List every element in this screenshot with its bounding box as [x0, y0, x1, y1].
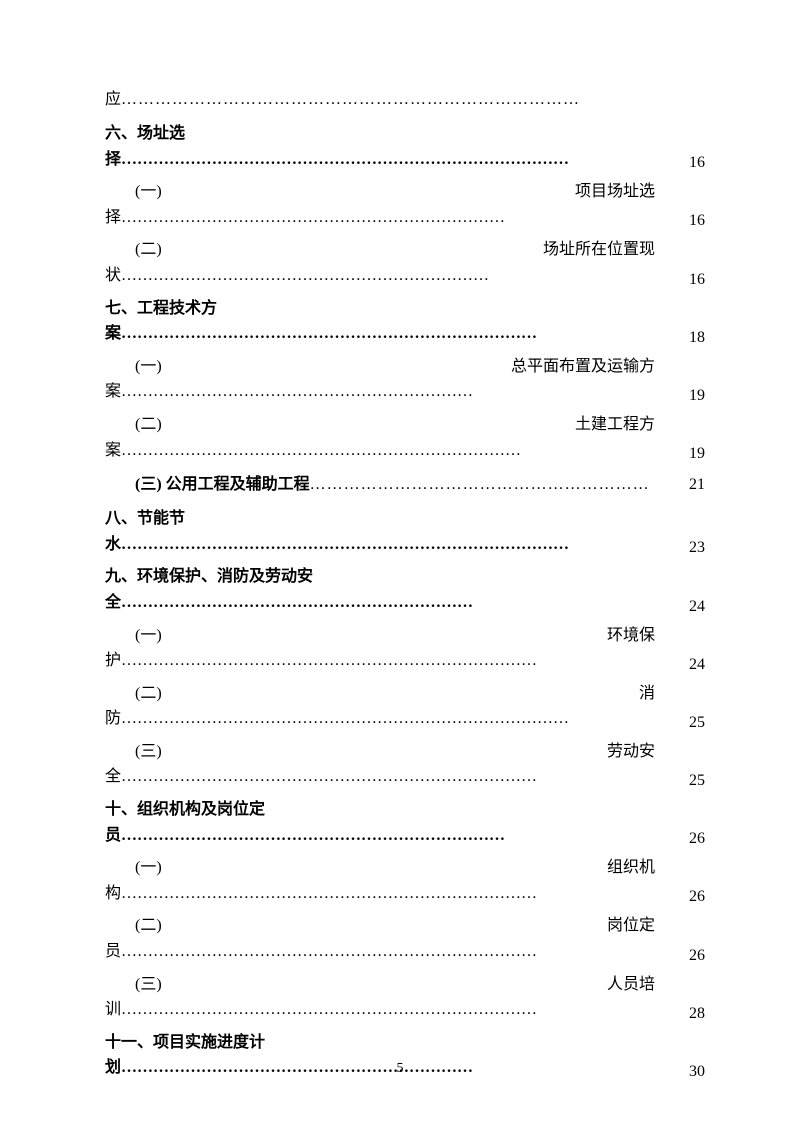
toc-entry-line1: 七、工程技术方: [105, 296, 655, 322]
toc-leader: ……………………………………………………………………: [121, 648, 655, 674]
toc-leader: …………………………………………………………: [121, 590, 655, 616]
toc-sub-right-text: 总平面布置及运输方: [511, 354, 655, 380]
toc-entry-line2-char: 水: [105, 532, 121, 558]
toc-entry-line2-char: 择: [105, 147, 121, 173]
toc-entry-line1: 六、场址选: [105, 121, 655, 147]
toc-entry-main: 八、节能节 水 ………………………………………………………………………… 23: [105, 506, 705, 557]
toc-page-number: 23: [665, 539, 705, 557]
toc-page-number: 25: [665, 714, 705, 732]
toc-leader: …………………………………………………………………………: [121, 532, 655, 558]
toc-sub-marker: (二): [135, 681, 162, 707]
toc-sub-marker: (二): [135, 237, 162, 263]
toc-page-number: 16: [665, 212, 705, 230]
toc-page-number: 28: [665, 1005, 705, 1023]
toc-entry-line1: 九、环境保护、消防及劳动安: [105, 564, 655, 590]
toc-page-number: 19: [665, 445, 705, 463]
toc-entry-line2-char: 训: [105, 997, 121, 1023]
toc-entry-line2-char: 择: [105, 205, 121, 231]
toc-page-number: 16: [665, 154, 705, 172]
toc-leader: ……………………………………………………………………: [121, 764, 655, 790]
toc-page-number: 26: [665, 830, 705, 848]
toc-page-number: 26: [665, 947, 705, 965]
toc-sub-marker: (三): [135, 739, 162, 765]
toc-sub-right-text: 人员培: [607, 972, 655, 998]
toc-page-number: 18: [665, 329, 705, 347]
toc-leader: …………………………………………………………………………: [121, 706, 655, 732]
toc-entry-line2-char: 全: [105, 764, 121, 790]
toc-entry-text: (三) 公用工程及辅助工程: [105, 470, 310, 494]
toc-sub-marker: (一): [135, 855, 162, 881]
toc-entry-main: 十、组织机构及岗位定 员 ……………………………………………………………… 26: [105, 797, 705, 848]
toc-leader: ……………………………………………………………………: [121, 881, 655, 907]
toc-entry-sub: (一) 组织机 构 …………………………………………………………………… 26: [105, 855, 705, 906]
toc-leader: …………………………………………………………: [121, 379, 655, 405]
toc-leader: ……………………………………………………………: [121, 263, 655, 289]
toc-page-number: 24: [665, 598, 705, 616]
toc-sub-marker: (一): [135, 623, 162, 649]
toc-entry-single: (三) 公用工程及辅助工程 …………………………………………………… 21: [105, 470, 705, 494]
toc-entry-sub: (三) 劳动安 全 …………………………………………………………………… 25: [105, 739, 705, 790]
toc-leader: …………………………………………………………………: [121, 438, 655, 464]
toc-entry-line2-char: 状: [105, 263, 121, 289]
toc-entry-line2-char: 护: [105, 648, 121, 674]
toc-leader: ………………………………………………………………: [121, 823, 655, 849]
toc-entry-sub: (一) 环境保 护 …………………………………………………………………… 24: [105, 623, 705, 674]
toc-sub-right-text: 土建工程方: [575, 412, 655, 438]
toc-leader: ……………………………………………………: [310, 476, 655, 494]
toc-entry-main: 六、场址选 择 ………………………………………………………………………… 16: [105, 121, 705, 172]
toc-leader: ……………………………………………………………………: [121, 939, 655, 965]
toc-page-number: 19: [665, 387, 705, 405]
toc-entry-sub: (二) 场址所在位置现 状 …………………………………………………………… 16: [105, 237, 705, 288]
toc-sub-marker: (二): [135, 412, 162, 438]
toc-entry-line2-char: 员: [105, 823, 121, 849]
toc-entry-line2-char: 防: [105, 706, 121, 732]
toc-sub-right-text: 劳动安: [607, 739, 655, 765]
toc-leader: …………………………………………………………………………: [121, 147, 655, 173]
toc-sub-marker: (一): [135, 179, 162, 205]
toc-leader: ……………………………………………………………………: [121, 321, 655, 347]
toc-page-number: 25: [665, 772, 705, 790]
toc-page-number: 16: [665, 271, 705, 289]
toc-entry-line1: 十一、项目实施进度计: [105, 1030, 655, 1056]
toc-sub-right-text: 消: [639, 681, 655, 707]
toc-sub-marker: (一): [135, 354, 162, 380]
toc-entry-sub: (一) 总平面布置及运输方 案 ………………………………………………………… 1…: [105, 354, 705, 405]
toc-entry-line2-char: 案: [105, 379, 121, 405]
toc-continuation: 应 ………………………………………………………………………: [105, 85, 705, 109]
toc-entry-sub: (二) 消 防 ………………………………………………………………………… 25: [105, 681, 705, 732]
toc-sub-right-text: 环境保: [607, 623, 655, 649]
toc-entry-line2-char: 全: [105, 590, 121, 616]
toc-leader: ………………………………………………………………………: [121, 91, 705, 109]
page-number: 5: [0, 1061, 800, 1077]
toc-page-number: 24: [665, 656, 705, 674]
toc-entry-line2-char: 构: [105, 881, 121, 907]
toc-sub-marker: (三): [135, 972, 162, 998]
toc-page-number: 21: [665, 476, 705, 494]
toc-sub-marker: (二): [135, 913, 162, 939]
toc-entry-text: 应: [105, 85, 121, 109]
toc-entry-line1: 八、节能节: [105, 506, 655, 532]
toc-entry-sub: (三) 人员培 训 …………………………………………………………………… 28: [105, 972, 705, 1023]
toc-entry-main: 七、工程技术方 案 …………………………………………………………………… 18: [105, 296, 705, 347]
toc-sub-right-text: 场址所在位置现: [543, 237, 655, 263]
toc-entry-line2-char: 员: [105, 939, 121, 965]
toc-entry-sub: (二) 土建工程方 案 ………………………………………………………………… 19: [105, 412, 705, 463]
toc-leader: ……………………………………………………………………: [121, 997, 655, 1023]
toc-entry-sub: (一) 项目场址选 择 ……………………………………………………………… 16: [105, 179, 705, 230]
toc-sub-right-text: 岗位定: [607, 913, 655, 939]
toc-entry-main: 九、环境保护、消防及劳动安 全 ………………………………………………………… 2…: [105, 564, 705, 615]
toc-content: 应 ……………………………………………………………………… 六、场址选 择 ………: [0, 0, 800, 1128]
toc-leader: ………………………………………………………………: [121, 205, 655, 231]
toc-entry-line2-char: 案: [105, 321, 121, 347]
toc-entry-line2-char: 案: [105, 438, 121, 464]
toc-sub-right-text: 组织机: [607, 855, 655, 881]
toc-entry-sub: (二) 岗位定 员 …………………………………………………………………… 26: [105, 913, 705, 964]
toc-sub-right-text: 项目场址选: [575, 179, 655, 205]
toc-entry-line1: 十、组织机构及岗位定: [105, 797, 655, 823]
toc-page-number: 26: [665, 888, 705, 906]
